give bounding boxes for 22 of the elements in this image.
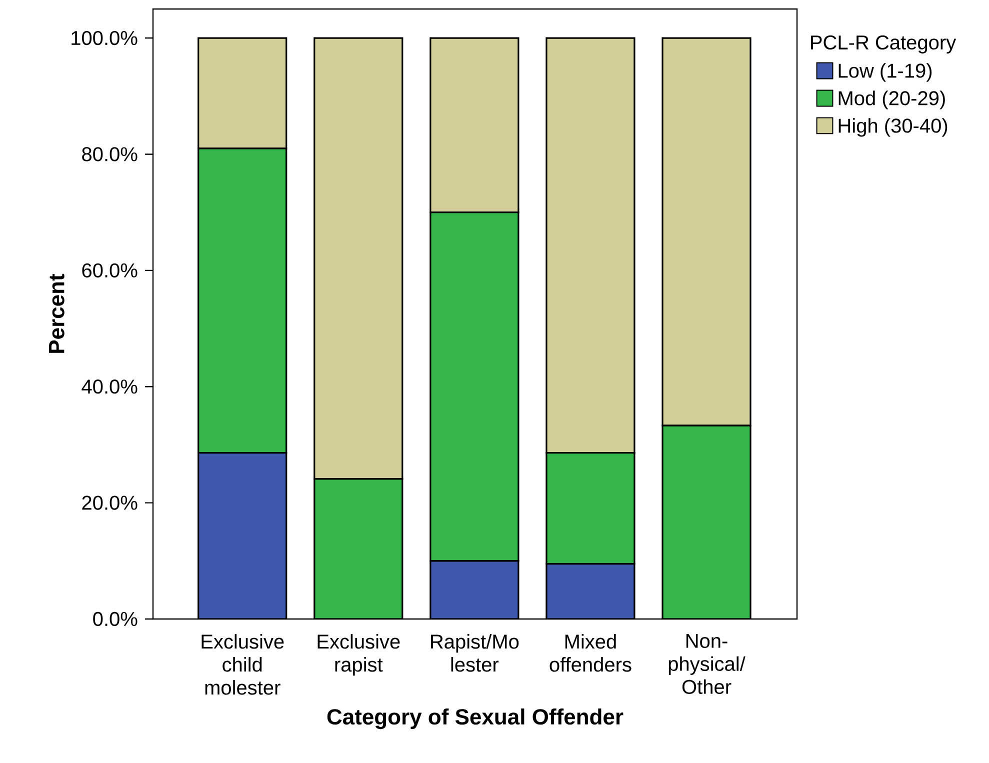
bar [198,148,288,454]
x-tick-label: Exclusive child molester [202,634,284,695]
legend-label: Mod (20-29) [838,90,945,110]
x-tick-label: Rapist/Mo lester [431,634,519,672]
legend-title: PCL-R Category [811,35,956,54]
y-tick-label: 100.0% [72,30,138,46]
y-tick-label: 60.0% [82,263,138,278]
x-tick-label: Mixed offenders [550,634,632,672]
bar [662,424,752,619]
bar [430,212,520,562]
x-axis-title: Category of Sexual Offender [327,708,624,730]
y-axis-title: Percent [49,274,64,353]
bar [546,452,636,565]
y-tick-label: 20.0% [82,496,138,510]
x-tick-label: Exclusive rapist [318,634,400,676]
y-tick-label: 40.0% [82,380,138,394]
bar [314,478,404,619]
x-tick-label: Non- physical/ Other [668,634,746,694]
y-tick-label: 80.0% [82,147,138,162]
legend-label: Low (1-19) [838,63,932,82]
y-tick-label: 0.0% [93,612,138,626]
legend-label: High (30-40) [838,118,948,137]
